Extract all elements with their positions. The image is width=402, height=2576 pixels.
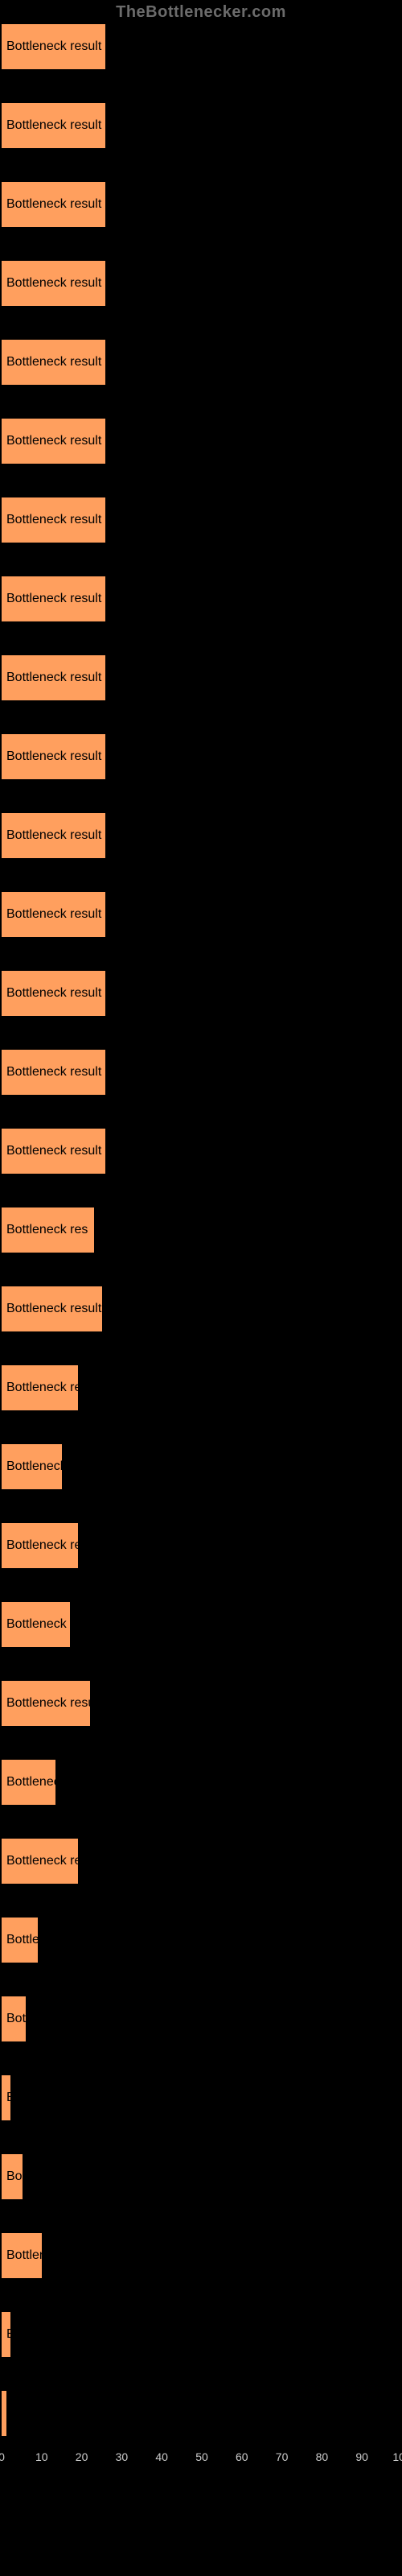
axis-tick: 70 [276,2450,289,2463]
bar: Bottleneck result [2,813,105,858]
axis-tick: 20 [76,2450,88,2463]
bar: Bottleneck re [2,1523,78,1568]
watermark-text: TheBottlenecker.com [116,3,286,22]
bar-row: Bottleneck re [2,1523,402,1568]
bar-row: Bottleneck result [2,1286,402,1331]
bar-row: Bottlen [2,2233,402,2278]
bar-row: Bo [2,2154,402,2199]
bar: Bottleneck result [2,576,105,621]
bar: Bottlen [2,2233,42,2278]
axis-tick: 60 [236,2450,248,2463]
axis-tick: 100 [392,2450,402,2463]
bar: Bottleneck result [2,971,105,1016]
bar: Bottleneck result [2,24,105,69]
bar-row: Bottleneck re [2,1839,402,1884]
bar-row: B [2,2075,402,2120]
bar-row: B [2,2312,402,2357]
bar: Bottleneck resu [2,1681,90,1726]
bar-row: Bottle [2,1918,402,1963]
bar-row: Bottleneck result [2,261,402,306]
axis-tick: 50 [195,2450,208,2463]
bar-row: Bottleneck result [2,1050,402,1095]
bar-row: Bottleneck resu [2,1681,402,1726]
bar-row: Bottleneck result [2,813,402,858]
bottleneck-bar-chart: Bottleneck result Bottleneck result Bottle… [0,0,402,2550]
bar: Bo [2,2154,23,2199]
bar-row: Bot [2,1996,402,2041]
bar: Bottleneck result [2,419,105,464]
bar-row: Bottleneck [2,1444,402,1489]
bar: Bot [2,1996,26,2041]
bar: Bottleneck result [2,497,105,543]
bar-row: Bottleneck r [2,1602,402,1647]
axis-tick: 80 [316,2450,329,2463]
bar-row: Bottleneck result [2,971,402,1016]
bar-row: Bottleneck result [2,103,402,148]
bar-row: Bottleneck result [2,182,402,227]
bars-container: Bottleneck result Bottleneck result Bottle… [2,24,402,2436]
bar-row: Bottleneck result [2,419,402,464]
bar [2,2391,6,2436]
bar-row: Bottleneck result [2,24,402,69]
bar-row: Bottleneck result [2,576,402,621]
bar: Bottleneck result [2,1286,102,1331]
axis-tick: 30 [116,2450,129,2463]
bar: Bottleneck result [2,261,105,306]
axis-tick: 90 [355,2450,368,2463]
bar-row: Bottleneck res [2,1208,402,1253]
axis-tick: 0 [0,2450,5,2463]
bar-row: Bottlenec [2,1760,402,1805]
bar: Bottleneck re [2,1839,78,1884]
bar: Bottleneck result [2,103,105,148]
bar-row: Bottleneck result [2,892,402,937]
bar-row: Bottleneck result [2,655,402,700]
bar: Bottlenec [2,1760,55,1805]
bar: Bottleneck result [2,655,105,700]
bar-row: Bottleneck result [2,1129,402,1174]
bar-row: Bottleneck result [2,734,402,779]
bar-row: Bottleneck result [2,497,402,543]
bar: Bottleneck result [2,892,105,937]
bar: B [2,2075,10,2120]
bar: Bottleneck result [2,1129,105,1174]
bar: Bottleneck r [2,1602,70,1647]
bar: B [2,2312,10,2357]
axis-tick: 40 [155,2450,168,2463]
bar-row [2,2391,402,2436]
bar: Bottleneck result [2,340,105,385]
bar: Bottleneck [2,1444,62,1489]
bar: Bottleneck res [2,1208,94,1253]
bar: Bottleneck result [2,182,105,227]
bar: Bottleneck result [2,1050,105,1095]
bar-row: Bottleneck re [2,1365,402,1410]
x-axis: 0 10 20 30 40 50 60 70 80 90 100 [2,2446,402,2486]
bar: Bottleneck result [2,734,105,779]
bar: Bottleneck re [2,1365,78,1410]
bar-row: Bottleneck result [2,340,402,385]
bar: Bottle [2,1918,38,1963]
axis-tick: 10 [35,2450,48,2463]
